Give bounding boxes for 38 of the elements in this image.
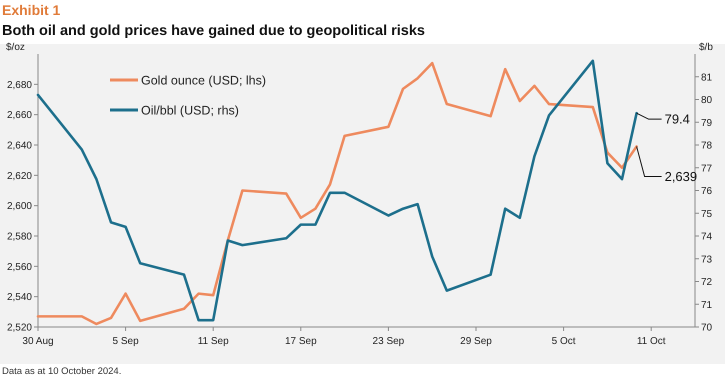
x-tick-label: 5 Oct — [552, 336, 576, 347]
y-tick-label: 2,660 — [6, 110, 32, 122]
x-tick-label: 11 Oct — [636, 336, 666, 347]
text: Data as at 10 October 2024. — [2, 366, 122, 377]
y2-tick-label: 79 — [701, 118, 713, 129]
y2-tick-label: 81 — [701, 72, 713, 84]
y-tick-label: 2,520 — [6, 322, 32, 334]
chart-subtitle: Exhibit 1 — [2, 2, 61, 18]
y2-tick-label: 80 — [701, 95, 713, 106]
data-label: 2,639 — [664, 169, 698, 184]
y2-tick-label: 70 — [701, 322, 713, 334]
x-tick-label: 23 Sep — [372, 336, 405, 347]
y2-tick-label: 71 — [701, 300, 713, 311]
x-tick-label: 5 Sep — [112, 336, 140, 347]
y-tick-label: 2,600 — [6, 201, 32, 212]
chart-title: Both oil and gold prices have gained due to geopolitical risks — [2, 23, 425, 39]
y-tick-label: 2,640 — [6, 140, 32, 152]
x-tick-label: 17 Sep — [284, 336, 318, 347]
legend-label: Oil/bbl (USD; rhs) — [141, 104, 239, 118]
y-tick-label: 2,560 — [6, 262, 32, 273]
y-tick-label: 2,580 — [6, 232, 32, 242]
y2-tick-label: 74 — [701, 232, 713, 242]
data-label: 79.4 — [664, 112, 690, 127]
y2-tick-label: 78 — [701, 140, 713, 152]
y2-tick-label: 73 — [701, 254, 713, 266]
y2-axis-title: $/b — [699, 42, 714, 53]
y-axis-title: $/oz — [6, 42, 25, 53]
y-tick-label: 2,540 — [6, 292, 32, 304]
y-tick-label: 2,680 — [6, 80, 32, 91]
y-tick-label: 2,620 — [6, 170, 32, 182]
y2-tick-label: 72 — [701, 277, 713, 288]
legend-label: Gold ounce (USD; lhs) — [141, 74, 266, 88]
x-tick-label: 29 Sep — [460, 336, 492, 347]
y2-tick-label: 77 — [701, 163, 713, 174]
x-tick-label: 11 Sep — [198, 336, 230, 347]
x-tick-label: 30 Aug — [22, 336, 54, 347]
y2-tick-label: 76 — [701, 186, 713, 197]
y2-tick-label: 75 — [701, 208, 713, 220]
